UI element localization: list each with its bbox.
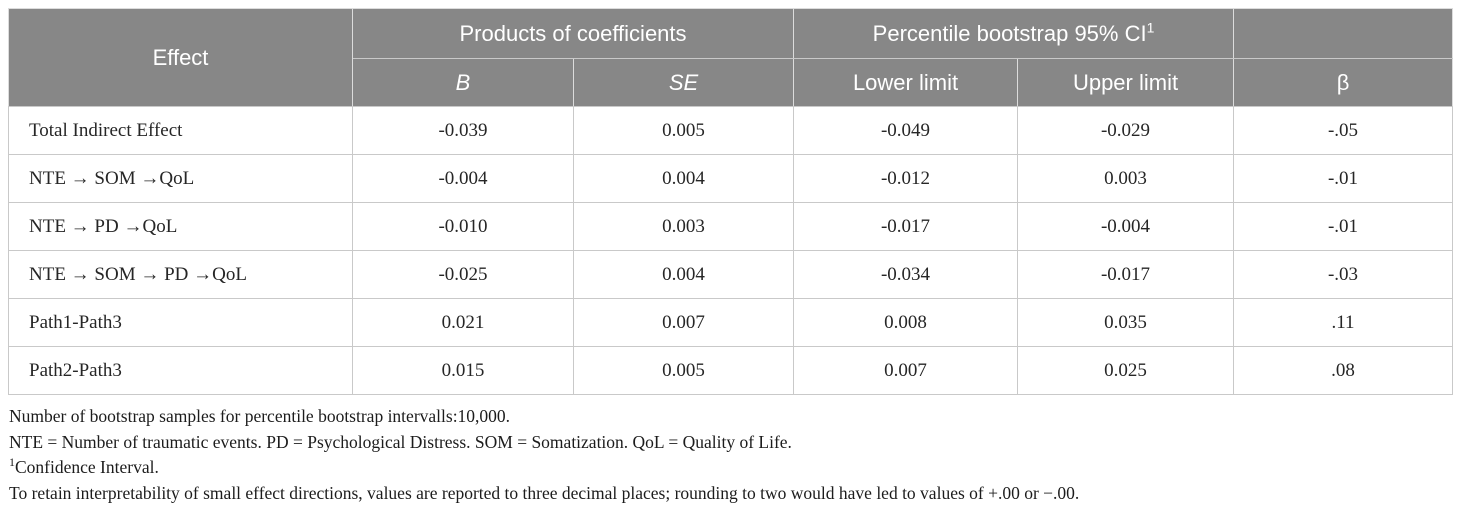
table-row: NTE → PD →QoL -0.010 0.003 -0.017 -0.004… (8, 202, 1454, 251)
header-group-ci-label: Percentile bootstrap 95% CI (872, 20, 1147, 46)
footnote-line: Number of bootstrap samples for percenti… (9, 404, 1457, 430)
beta-value: .11 (1233, 298, 1454, 347)
beta-value: -.03 (1233, 250, 1454, 299)
se-value: 0.004 (572, 154, 795, 203)
header-col-se: SE (572, 58, 795, 107)
footnote-text: NTE = Number of traumatic events. PD = P… (9, 431, 792, 452)
header-col-upper: Upper limit (1017, 58, 1235, 107)
effect-label: NTE → SOM → PD →QoL (8, 250, 353, 299)
upper-limit-value: -0.029 (1017, 106, 1235, 155)
upper-limit-value: 0.003 (1017, 154, 1235, 203)
footnote-line: NTE = Number of traumatic events. PD = P… (9, 430, 1457, 456)
upper-limit-value: -0.017 (1017, 250, 1235, 299)
header-col-lower: Lower limit (793, 58, 1019, 107)
effect-label: NTE → PD →QoL (8, 202, 353, 251)
se-value: 0.005 (572, 346, 795, 395)
table-row: Path2-Path3 0.015 0.005 0.007 0.025 .08 (8, 346, 1454, 395)
lower-limit-value: -0.049 (793, 106, 1019, 155)
effect-label: NTE → SOM →QoL (8, 154, 353, 203)
table-footnotes: Number of bootstrap samples for percenti… (9, 404, 1457, 506)
lower-limit-value: 0.007 (793, 346, 1019, 395)
header-group-products: Products of coefficients (351, 8, 795, 59)
table-body: Total Indirect Effect -0.039 0.005 -0.04… (8, 106, 1454, 395)
header-effect: Effect (8, 8, 353, 107)
header-group-ci: Percentile bootstrap 95% CI1 (793, 8, 1235, 59)
ci-footnote-marker: 1 (1146, 19, 1155, 36)
beta-value: -.01 (1233, 154, 1454, 203)
footnote-text: To retain interpretability of small effe… (9, 482, 1080, 503)
footnote-text: Confidence Interval. (15, 457, 159, 477)
se-value: 0.005 (572, 106, 795, 155)
effect-label: Path2-Path3 (8, 346, 353, 395)
b-value: 0.015 (352, 346, 574, 395)
upper-limit-value: 0.025 (1017, 346, 1235, 395)
lower-limit-value: -0.034 (793, 250, 1019, 299)
results-table: Effect Products of coefficients Percenti… (8, 8, 1454, 395)
table-header: Effect Products of coefficients Percenti… (8, 8, 1454, 107)
footnote-text: Number of bootstrap samples for percenti… (9, 406, 511, 426)
beta-value: .08 (1233, 346, 1454, 395)
beta-value: -.01 (1233, 202, 1454, 251)
upper-limit-value: 0.035 (1017, 298, 1235, 347)
table-row: NTE → SOM → PD →QoL -0.025 0.004 -0.034 … (8, 250, 1454, 299)
se-value: 0.003 (572, 202, 795, 251)
beta-value: -.05 (1233, 106, 1454, 155)
b-value: -0.004 (352, 154, 574, 203)
header-col-beta: β (1233, 58, 1454, 107)
table-row: Path1-Path3 0.021 0.007 0.008 0.035 .11 (8, 298, 1454, 347)
effect-label: Path1-Path3 (8, 298, 353, 347)
footnote-line: To retain interpretability of small effe… (9, 481, 1457, 507)
lower-limit-value: -0.012 (793, 154, 1019, 203)
se-value: 0.004 (572, 250, 795, 299)
footnote-line: 1Confidence Interval. (9, 455, 1457, 481)
upper-limit-value: -0.004 (1017, 202, 1235, 251)
header-empty (1233, 8, 1454, 59)
b-value: -0.039 (352, 106, 574, 155)
lower-limit-value: -0.017 (793, 202, 1019, 251)
footnote-sup: 1 (9, 455, 15, 470)
b-value: -0.025 (352, 250, 574, 299)
lower-limit-value: 0.008 (793, 298, 1019, 347)
se-value: 0.007 (572, 298, 795, 347)
b-value: 0.021 (352, 298, 574, 347)
effect-label: Total Indirect Effect (8, 106, 353, 155)
table-row: NTE → SOM →QoL -0.004 0.004 -0.012 0.003… (8, 154, 1454, 203)
header-col-b: B (352, 58, 574, 107)
b-value: -0.010 (352, 202, 574, 251)
table-row: Total Indirect Effect -0.039 0.005 -0.04… (8, 106, 1454, 155)
